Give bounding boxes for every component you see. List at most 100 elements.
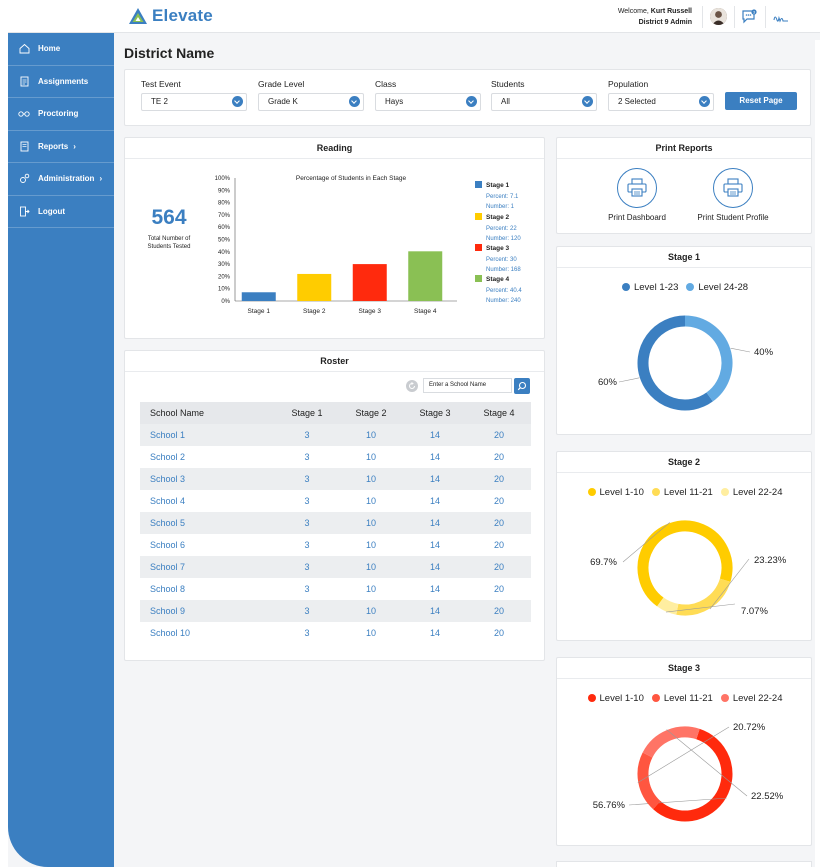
label-leader-line xyxy=(666,729,748,797)
legend-number: Number: 1 xyxy=(486,204,515,210)
stage-card-title: Stage 1 xyxy=(557,247,811,268)
slice-value-label: 56.76% xyxy=(593,800,626,811)
legend-percent: Percent: 30 xyxy=(486,257,517,263)
legend-swatch xyxy=(475,213,482,220)
sidebar-item-label: Logout xyxy=(38,206,66,216)
school-name-link[interactable]: School 9 xyxy=(140,600,275,622)
school-name-link[interactable]: School 8 xyxy=(150,584,186,594)
legend-label: Level 1-23 xyxy=(633,282,679,293)
stage-count: 10 xyxy=(339,424,403,446)
chevron-down-icon xyxy=(232,96,243,107)
chat-icon[interactable]: 3 xyxy=(741,9,757,29)
sidebar-item-proctoring[interactable]: Proctoring xyxy=(8,98,114,131)
school-search-input[interactable]: Enter a School Name xyxy=(423,378,512,393)
grade-level-select[interactable]: Grade K xyxy=(258,93,364,111)
sidebar-item-administration[interactable]: Administration › xyxy=(8,163,114,196)
print-dashboard-button[interactable]: Print Dashboard xyxy=(587,168,687,222)
stage-count: 10 xyxy=(365,628,376,638)
test-event-select[interactable]: TE 2 xyxy=(141,93,247,111)
table-row: School 4 3 10 14 20 xyxy=(140,490,531,512)
sidebar-item-reports[interactable]: Reports › xyxy=(8,131,114,163)
avatar[interactable] xyxy=(710,8,727,25)
roster-card: Roster Enter a School Name School Name St… xyxy=(124,350,545,661)
stage-count: 3 xyxy=(304,628,310,638)
donut-slice-3 xyxy=(657,597,679,615)
bar-stage-2 xyxy=(297,273,332,301)
stage-count: 10 xyxy=(339,468,403,490)
legend-label: Level 22-24 xyxy=(732,487,783,498)
stage-count: 14 xyxy=(429,496,440,506)
school-name-link[interactable]: School 7 xyxy=(140,556,275,578)
chevron-down-icon xyxy=(582,96,593,107)
school-name-link[interactable]: School 1 xyxy=(140,424,275,446)
stage-count: 3 xyxy=(275,424,339,446)
print-student-profile-button[interactable]: Print Student Profile xyxy=(683,168,783,222)
donut-legend: Level 1-23 Level 24-28 xyxy=(557,282,813,293)
stage-count: 20 xyxy=(467,424,531,446)
school-name-link[interactable]: School 2 xyxy=(150,452,186,462)
slice-value-label: 69.7% xyxy=(590,557,617,568)
slice-value-label: 20.72% xyxy=(733,722,766,733)
stage-count: 3 xyxy=(304,540,310,550)
reading-bar-chart: Percentage of Students in Each Stage 0% 10… xyxy=(215,175,457,315)
y-tick-label: 60% xyxy=(218,225,231,231)
column-header: Stage 2 xyxy=(339,402,403,424)
donut-legend: Level 1-10 Level 11-21 Level 22-24 xyxy=(557,487,813,498)
legend-dot xyxy=(720,693,729,702)
stage-3-card: Stage 3 Level 1-10 Level 11-21 Level 22-24 5… xyxy=(556,657,812,846)
donut-legend: Level 1-10 Level 11-21 Level 22-24 xyxy=(557,693,813,704)
sidebar-item-home[interactable]: Home xyxy=(8,33,114,66)
slice-value-label: 23.23% xyxy=(754,555,787,566)
table-row: School 9 3 10 14 20 xyxy=(140,600,531,622)
label-leader-line xyxy=(709,558,750,610)
stage-count: 10 xyxy=(365,452,376,462)
school-name-link[interactable]: School 4 xyxy=(150,496,186,506)
search-button[interactable] xyxy=(514,378,530,394)
stage-count: 14 xyxy=(403,424,467,446)
stage-count: 20 xyxy=(467,468,531,490)
table-row: School 3 3 10 14 20 xyxy=(140,468,531,490)
legend-item: Level 22-24 xyxy=(720,487,783,498)
school-name-link[interactable]: School 3 xyxy=(140,468,275,490)
filter-bar: Test Event TE 2 Grade Level Grade K Class Hay… xyxy=(124,69,811,126)
label-leader-line xyxy=(730,347,751,353)
legend-item-stage-3: Stage 3 Percent: 30 Number: 168 xyxy=(475,237,521,275)
legend-label: Level 22-24 xyxy=(732,693,783,704)
selected-value: TE 2 xyxy=(151,97,168,106)
welcome-text: Welcome, Kurt Russell District 9 Admin xyxy=(560,6,692,28)
school-name-link[interactable]: School 5 xyxy=(140,512,275,534)
stage-count: 20 xyxy=(493,496,504,506)
app-logo[interactable]: Elevate xyxy=(128,6,213,26)
filter-test-event: Test Event TE 2 xyxy=(141,79,247,111)
sidebar-item-logout[interactable]: Logout xyxy=(8,196,114,228)
reset-page-button[interactable]: Reset Page xyxy=(725,92,797,110)
welcome-prefix: Welcome, xyxy=(617,8,649,15)
user-name: Kurt Russell xyxy=(650,8,692,15)
donut-chart: 69.7% 23.23% 7.07% xyxy=(590,520,787,617)
left-edge xyxy=(0,0,8,867)
legend-dot xyxy=(587,487,596,496)
refresh-icon[interactable] xyxy=(406,380,418,392)
students-select[interactable]: All xyxy=(491,93,597,111)
legend-dot xyxy=(651,693,660,702)
sidebar-item-label: Administration xyxy=(38,174,95,184)
legend-item: Level 11-21 xyxy=(651,693,713,704)
sidebar-item-assignments[interactable]: Assignments xyxy=(8,66,114,98)
sidebar-item-label: Assignments xyxy=(38,76,89,86)
stage-count: 14 xyxy=(403,600,467,622)
sidebar-item-label: Home xyxy=(38,44,61,54)
stage-2-card: Stage 2 Level 1-10 Level 11-21 Level 22-24 6… xyxy=(556,451,812,641)
legend-swatch xyxy=(475,275,482,282)
school-name-link[interactable]: School 10 xyxy=(150,628,191,638)
stage-count: 3 xyxy=(275,556,339,578)
stage-count: 10 xyxy=(365,496,376,506)
selected-value: All xyxy=(501,97,510,106)
class-select[interactable]: Hays xyxy=(375,93,481,111)
population-select[interactable]: 2 Selected xyxy=(608,93,714,111)
school-name-link[interactable]: School 6 xyxy=(150,540,186,550)
bar-stage-3 xyxy=(352,264,387,301)
total-students-number: 564 xyxy=(151,206,187,229)
app-name: Elevate xyxy=(152,6,213,25)
signature-icon[interactable] xyxy=(773,11,789,29)
printer-icon xyxy=(617,168,657,208)
